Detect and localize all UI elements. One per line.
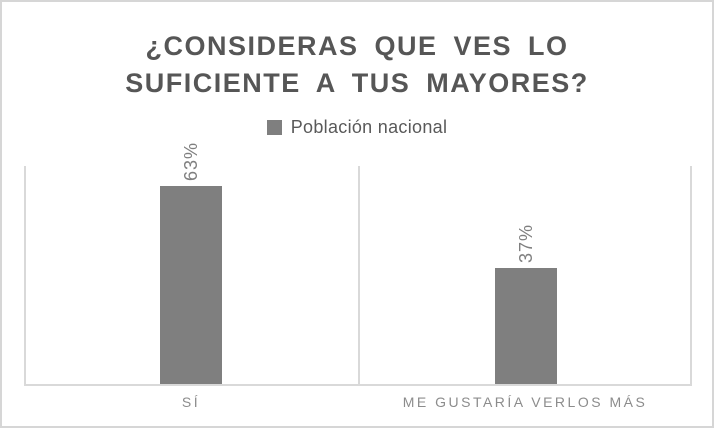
- legend-marker: [266, 119, 282, 135]
- bar-value-text-me-gustaria: 37%: [515, 223, 536, 263]
- gridline-middle: [358, 166, 360, 384]
- chart-legend: Población nacional: [2, 114, 712, 140]
- gridline-right: [690, 166, 692, 384]
- chart-title-line-2: SUFICIENTE A TUS MAYORES?: [125, 68, 589, 98]
- bar-si: [160, 186, 222, 384]
- gridline-left: [24, 166, 26, 384]
- bar-value-text-si: 63%: [180, 141, 201, 181]
- legend-label: Población nacional: [290, 116, 448, 137]
- bar-value-label-si: 63%: [160, 142, 222, 181]
- bar-me-gustaria-verlos-mas: [495, 268, 557, 384]
- category-label-me-gustaria: ME GUSTARÍA VERLOS MÁS: [402, 394, 648, 410]
- bar-value-label-me-gustaria: 37%: [495, 224, 557, 263]
- chart-title: ¿CONSIDERAS QUE VES LO SUFICIENTE A TUS …: [2, 28, 712, 102]
- category-axis: SÍ ME GUSTARÍA VERLOS MÁS: [24, 394, 692, 410]
- chart-title-line-1: ¿CONSIDERAS QUE VES LO: [145, 31, 569, 61]
- category-label-si: SÍ: [181, 394, 201, 410]
- plot-area: 63% 37%: [24, 142, 692, 386]
